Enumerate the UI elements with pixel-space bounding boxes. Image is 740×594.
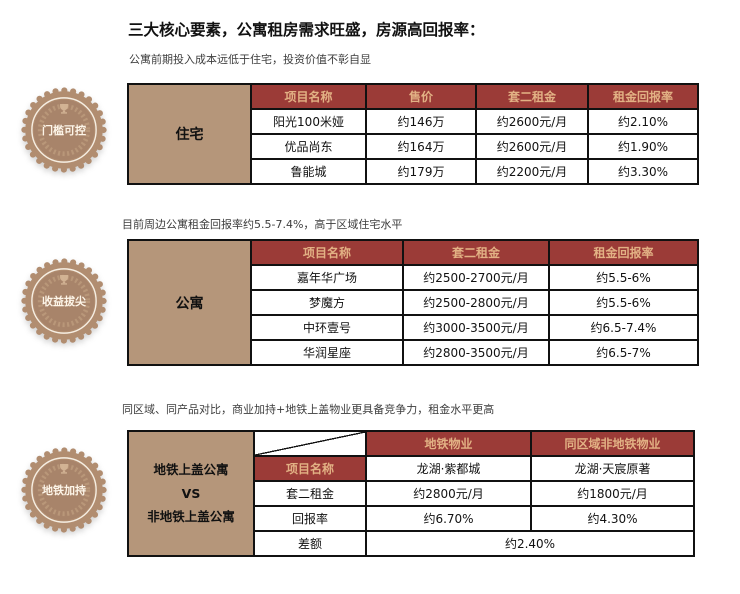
non-metro-rent-cell: 约1800元/月	[530, 480, 695, 507]
badge-scallop-edge	[21, 258, 107, 344]
metro-project-cell: 龙湖·紫都城	[365, 455, 532, 482]
return-rate-cell: 约3.30%	[587, 158, 699, 185]
row-header: 项目名称	[253, 455, 367, 482]
category-cell: 住宅	[127, 83, 252, 185]
section-note: 同区域、同产品对比，商业加持+地铁上盖物业更具备竞争力，租金水平更高	[122, 403, 495, 416]
table-row: 中环壹号 约3000-3500元/月 约6.5-7.4%	[128, 314, 699, 341]
project-name-cell: 中环壹号	[250, 314, 404, 341]
badge-label: 地铁加持	[42, 483, 86, 497]
column-header: 套二租金	[475, 83, 589, 110]
badge-label: 收益拔尖	[42, 294, 86, 308]
column-header: 地铁物业	[365, 430, 532, 457]
rent-cell: 约2500-2700元/月	[402, 264, 550, 291]
column-header: 项目名称	[250, 83, 367, 110]
column-header: 套二租金	[402, 239, 550, 266]
badge-scallop-edge	[21, 87, 107, 173]
badge-seal: 地铁加持	[21, 447, 107, 533]
category-line: 非地铁上盖公寓	[147, 509, 235, 525]
diagonal-cell	[253, 430, 367, 457]
badge-seal: 门槛可控	[21, 87, 107, 173]
table-row: 差额 约2.40%	[128, 530, 695, 557]
row-label: 回报率	[253, 505, 367, 532]
return-rate-cell: 约5.5-6%	[548, 264, 699, 291]
price-cell: 约146万	[365, 108, 477, 135]
price-cell: 约164万	[365, 133, 477, 160]
difference-cell: 约2.40%	[365, 530, 695, 557]
category-cell: 地铁上盖公寓 VS 非地铁上盖公寓	[127, 430, 255, 557]
badge-seal: 收益拔尖	[21, 258, 107, 344]
badge-white-ring	[31, 457, 97, 523]
metro-return-cell: 约6.70%	[365, 505, 532, 532]
category-cell: 公寓	[127, 239, 252, 366]
table-row: 嘉年华广场 约2500-2700元/月 约5.5-6%	[128, 264, 699, 291]
metro-rent-cell: 约2800元/月	[365, 480, 532, 507]
apartment-table: 公寓 项目名称 套二租金 租金回报率 嘉年华广场 约2500-2700元/月 约…	[127, 239, 699, 366]
row-label: 套二租金	[253, 480, 367, 507]
price-cell: 约179万	[365, 158, 477, 185]
project-name-cell: 阳光100米娅	[250, 108, 367, 135]
non-metro-project-cell: 龙湖·天宸原著	[530, 455, 695, 482]
rent-cell: 约2600元/月	[475, 108, 589, 135]
column-header: 租金回报率	[587, 83, 699, 110]
return-rate-cell: 约2.10%	[587, 108, 699, 135]
table-row: 华润星座 约2800-3500元/月 约6.5-7%	[128, 339, 699, 366]
table-row: 套二租金 约2800元/月 约1800元/月	[128, 480, 695, 507]
category-line: 地铁上盖公寓	[153, 461, 229, 477]
return-rate-cell: 约1.90%	[587, 133, 699, 160]
rent-cell: 约2200元/月	[475, 158, 589, 185]
return-rate-cell: 约5.5-6%	[548, 289, 699, 316]
trophy-icon	[60, 275, 68, 285]
project-name-cell: 优品尚东	[250, 133, 367, 160]
project-name-cell: 华润星座	[250, 339, 404, 366]
rent-cell: 约2600元/月	[475, 133, 589, 160]
category-line: VS	[181, 485, 201, 501]
table-row: 梦魔方 约2500-2800元/月 约5.5-6%	[128, 289, 699, 316]
section-note: 公寓前期投入成本远低于住宅，投资价值不彰自显	[129, 53, 371, 66]
table-row: 鲁能城 约179万 约2200元/月 约3.30%	[128, 158, 699, 185]
residential-table: 住宅 项目名称 售价 套二租金 租金回报率 阳光100米娅 约146万 约260…	[127, 83, 699, 185]
column-header: 项目名称	[250, 239, 404, 266]
return-rate-cell: 约6.5-7%	[548, 339, 699, 366]
rent-cell: 约2800-3500元/月	[402, 339, 550, 366]
badge-label: 门槛可控	[42, 123, 86, 137]
table-row: 项目名称 龙湖·紫都城 龙湖·天宸原著	[128, 455, 695, 482]
row-label: 差额	[253, 530, 367, 557]
non-metro-return-cell: 约4.30%	[530, 505, 695, 532]
badge-scallop-edge	[21, 447, 107, 533]
project-name-cell: 嘉年华广场	[250, 264, 404, 291]
rent-cell: 约2500-2800元/月	[402, 289, 550, 316]
column-header: 租金回报率	[548, 239, 699, 266]
column-header: 售价	[365, 83, 477, 110]
metro-comparison-table: 地铁上盖公寓 VS 非地铁上盖公寓 地铁物业 同区域非地铁物业 项目名称 龙湖·…	[127, 430, 695, 557]
table-row: 回报率 约6.70% 约4.30%	[128, 505, 695, 532]
badge-white-ring	[31, 97, 97, 163]
project-name-cell: 梦魔方	[250, 289, 404, 316]
return-rate-cell: 约6.5-7.4%	[548, 314, 699, 341]
rent-cell: 约3000-3500元/月	[402, 314, 550, 341]
trophy-icon	[60, 464, 68, 474]
trophy-icon	[60, 104, 68, 114]
project-name-cell: 鲁能城	[250, 158, 367, 185]
column-header: 同区域非地铁物业	[530, 430, 695, 457]
table-row: 优品尚东 约164万 约2600元/月 约1.90%	[128, 133, 699, 160]
table-row: 阳光100米娅 约146万 约2600元/月 约2.10%	[128, 108, 699, 135]
badge-white-ring	[31, 268, 97, 334]
page-title: 三大核心要素，公寓租房需求旺盛，房源高回报率：	[128, 21, 485, 39]
section-note: 目前周边公寓租金回报率约5.5-7.4%，高于区域住宅水平	[122, 218, 403, 231]
